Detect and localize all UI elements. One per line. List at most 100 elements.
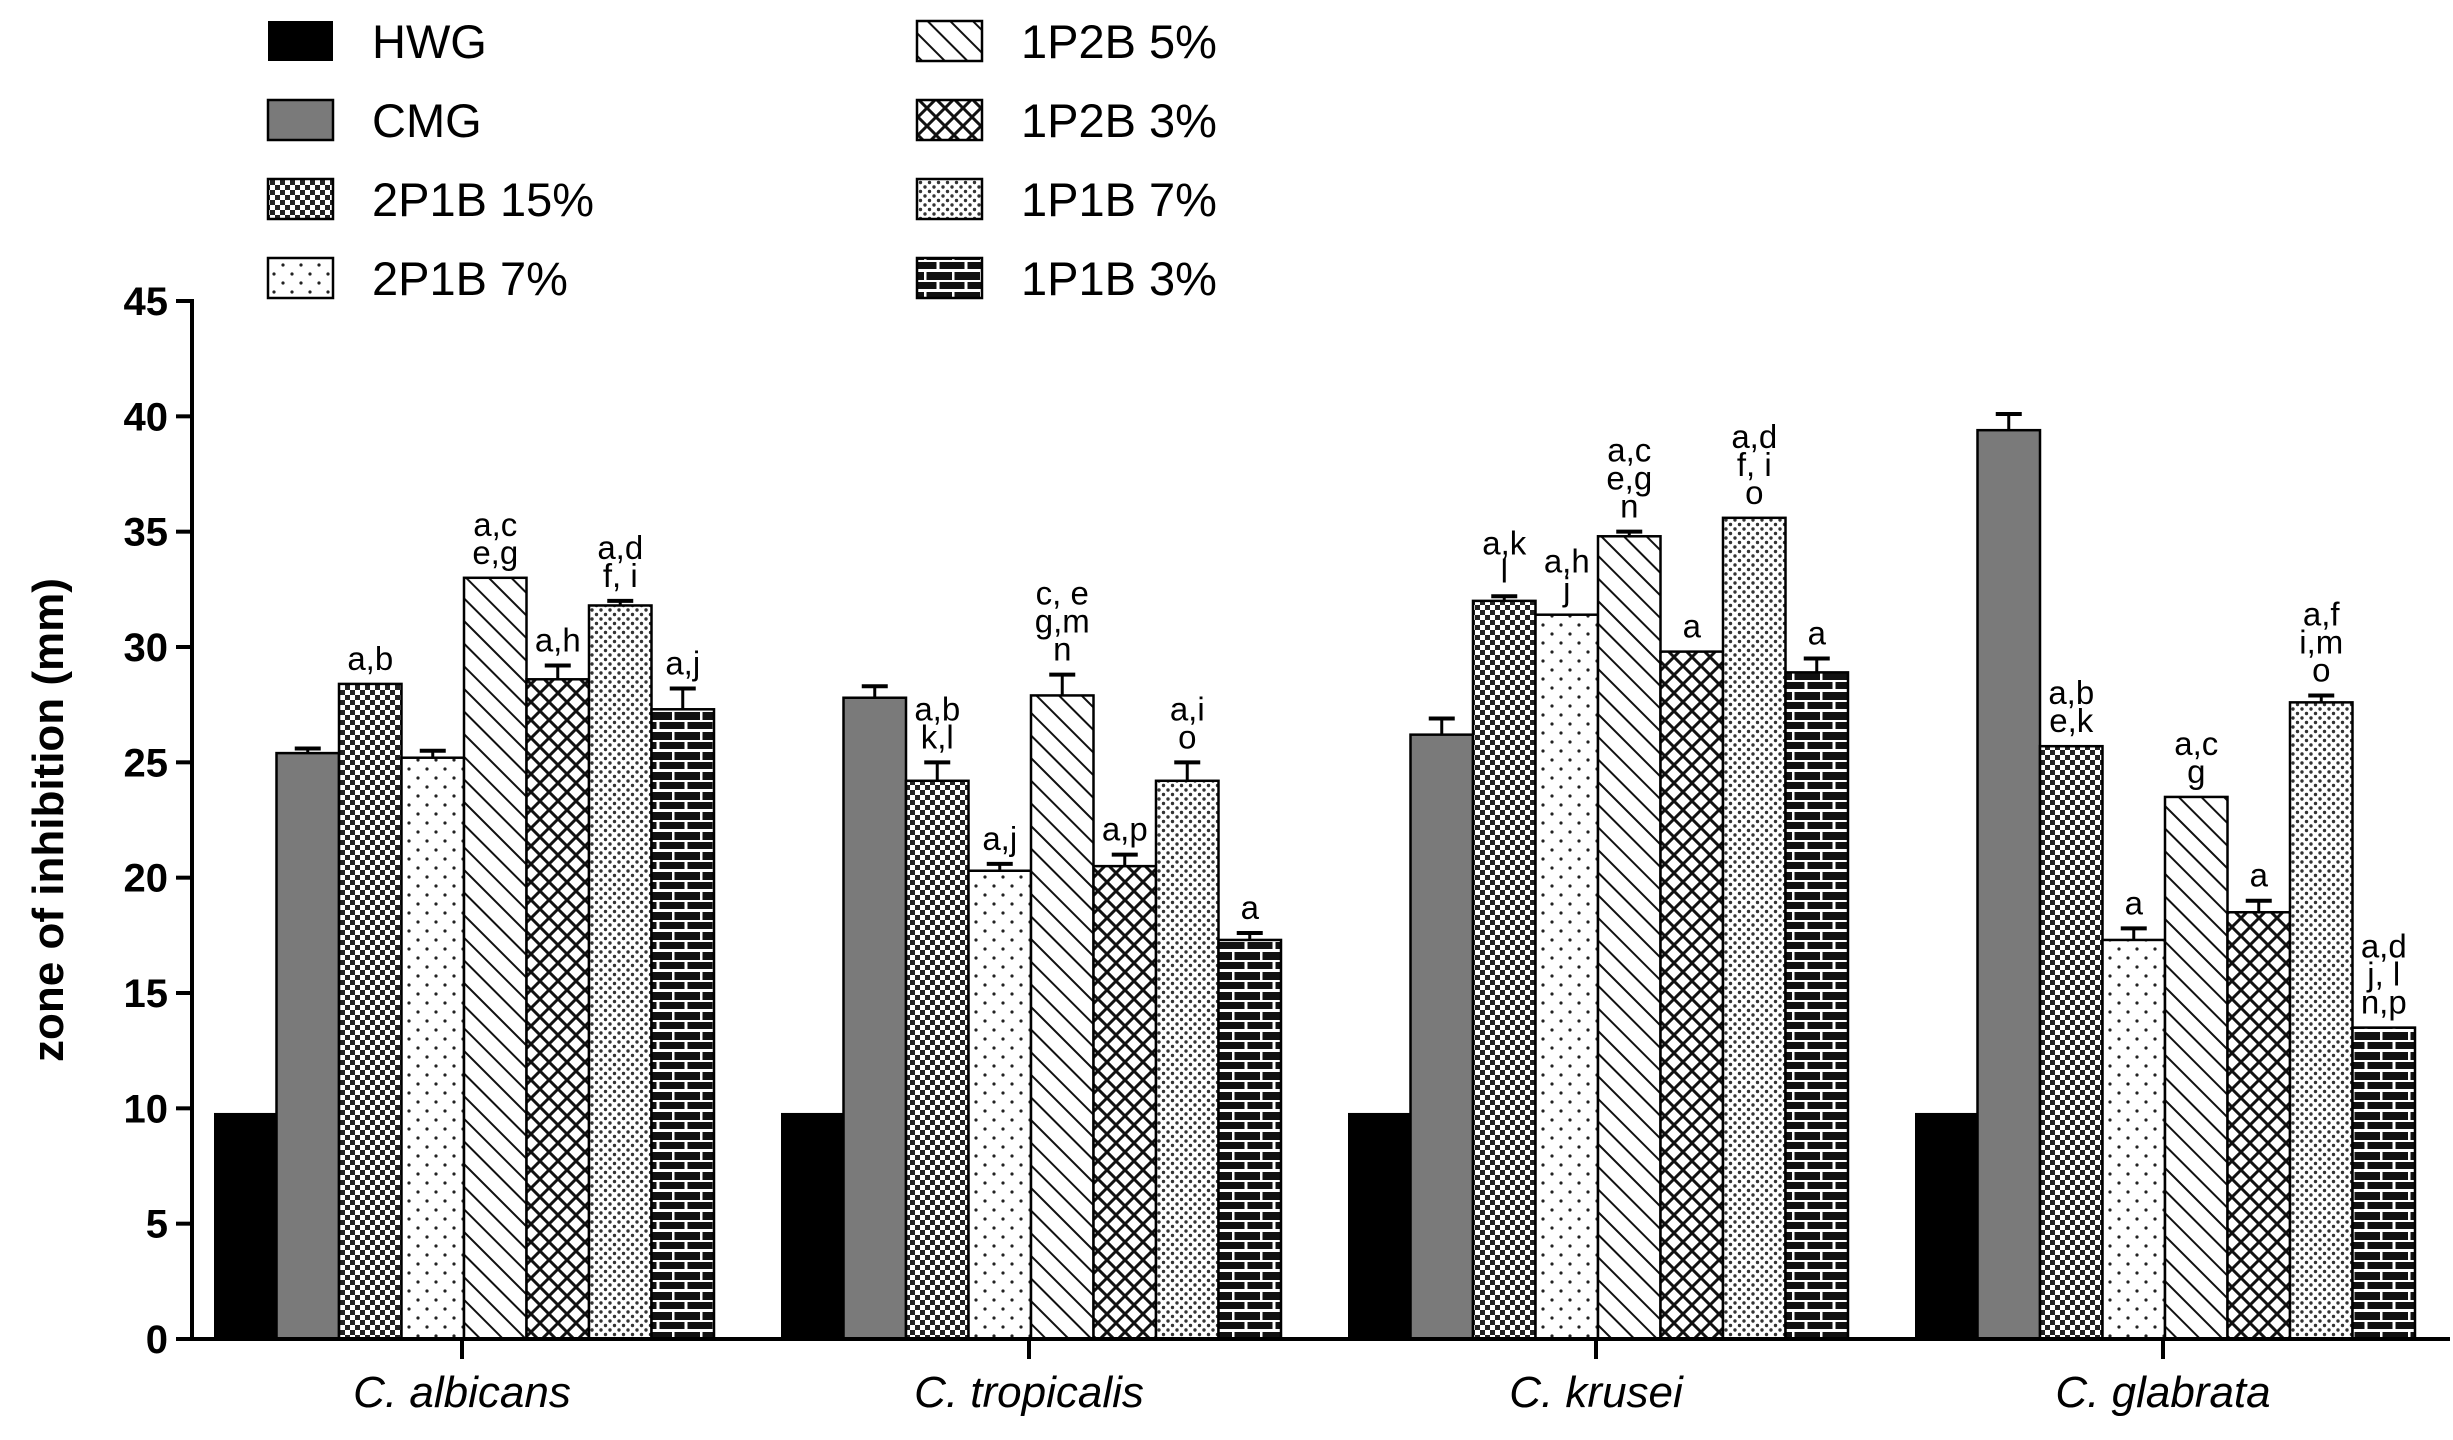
significance-label: a,d [597, 529, 643, 566]
bar-hwg-4 [1915, 1112, 1978, 1339]
bar-1p2b-5-3 [1596, 535, 1662, 1341]
significance-label: n,p [2361, 984, 2407, 1021]
significance-label: a,h [1544, 543, 1590, 580]
bar-1p2b-3-1 [525, 678, 591, 1341]
bar-1p2b-3-3 [1659, 650, 1725, 1341]
bar-2p1b-15-1 [337, 682, 403, 1341]
legend-label-2p1b-15: 2P1B 15% [372, 173, 594, 226]
legend-label-hwg: HWG [372, 15, 487, 68]
y-tick-label: 30 [124, 626, 169, 670]
y-axis-title: zone of inhibition (mm) [24, 578, 73, 1062]
bar-1p2b-3-4 [2226, 911, 2292, 1341]
bar-hwg-2 [781, 1112, 844, 1339]
significance-label: k,l [921, 718, 954, 755]
bar-1p2b-3-2 [1092, 864, 1158, 1341]
significance-label: n [1620, 488, 1638, 525]
legend-label-2p1b-7: 2P1B 7% [372, 252, 568, 305]
bar-1p1b-7-3 [1721, 516, 1787, 1341]
legend-label-1p2b-3: 1P2B 3% [1021, 94, 1217, 147]
legend-label-1p1b-3: 1P1B 3% [1021, 252, 1217, 305]
bar-1p2b-5-1 [462, 576, 528, 1341]
legend-swatch-hwg [268, 21, 333, 61]
y-tick-label: 15 [124, 972, 169, 1016]
y-tick-label: 5 [146, 1203, 168, 1247]
bar-1p1b-3-3 [1784, 671, 1850, 1341]
legend-label-1p2b-5: 1P2B 5% [1021, 15, 1217, 68]
legend-swatch-2p1b-15 [266, 177, 335, 221]
legend-label-cmg: CMG [372, 94, 482, 147]
significance-label: e,g [472, 534, 518, 571]
legend-swatch-cmg [266, 98, 335, 142]
y-tick-label: 0 [146, 1318, 168, 1362]
bar-1p2b-5-2 [1029, 694, 1095, 1341]
bar-1p1b-7-1 [587, 604, 653, 1341]
bar-cmg-3 [1409, 733, 1475, 1341]
significance-label: a,c [2174, 725, 2218, 762]
legend-swatch-1p1b-7 [915, 177, 984, 221]
legend-label-1p1b-7: 1P1B 7% [1021, 173, 1217, 226]
bar-1p1b-3-1 [650, 708, 716, 1341]
significance-label: a,b [2048, 674, 2094, 711]
significance-label: a [2250, 857, 2269, 894]
significance-label: f, i [1737, 446, 1772, 483]
significance-label: a,d [2361, 928, 2407, 965]
significance-label: a,f [2303, 595, 2341, 632]
y-tick-label: 35 [124, 511, 169, 555]
bar-2p1b-7-2 [967, 869, 1033, 1341]
bar-2p1b-7-1 [400, 756, 466, 1341]
bar-hwg-1 [214, 1112, 277, 1339]
bar-2p1b-15-3 [1471, 599, 1537, 1341]
significance-label: o [2312, 651, 2330, 688]
bar-cmg-4 [1976, 428, 2042, 1341]
significance-label: o [1745, 474, 1763, 511]
significance-label: a,i [1170, 690, 1205, 727]
axes: 0 5 10 15 20 25 30 35 40 45 C. albicans C. tropical… [24, 280, 2450, 1417]
legend-swatch-1p1b-3 [915, 256, 984, 300]
significance-label: c, e [1036, 575, 1089, 612]
significance-label: a,k [1482, 524, 1527, 561]
significance-label: a,j [982, 820, 1017, 857]
significance-label: l [1501, 552, 1508, 589]
significance-label: e,k [2049, 702, 2094, 739]
significance-label: a [1241, 889, 1260, 926]
significance-label: o [1178, 718, 1196, 755]
y-tick-label: 20 [124, 857, 169, 901]
legend-swatch-2p1b-7 [266, 256, 335, 300]
significance-label: a [1808, 615, 1827, 652]
significance-label: a,c [1607, 432, 1651, 469]
significance-label: a,b [914, 690, 960, 727]
bar-hwg-3 [1348, 1112, 1411, 1339]
significance-label: a,b [347, 640, 393, 677]
x-category-label: C. krusei [1509, 1368, 1684, 1417]
significance-label: a,c [473, 506, 517, 543]
x-category-label: C. glabrata [2055, 1368, 2270, 1417]
bar-2p1b-7-3 [1534, 613, 1600, 1341]
significance-label: a,j [665, 645, 700, 682]
significance-label: f, i [603, 557, 638, 594]
x-category-label: C. albicans [353, 1368, 571, 1417]
bar-1p1b-7-2 [1154, 779, 1220, 1341]
bar-1p2b-5-4 [2163, 795, 2229, 1341]
significance-label: g [2187, 753, 2205, 790]
bar-cmg-1 [275, 751, 341, 1341]
bar-1p1b-7-4 [2288, 701, 2354, 1341]
significance-label: g,m [1035, 603, 1090, 640]
bar-2p1b-15-4 [2038, 744, 2104, 1341]
legend-swatch-1p2b-3 [915, 98, 984, 142]
y-tick-label: 25 [124, 741, 169, 785]
significance-label: j [1562, 571, 1570, 608]
significance-label: j, l [2366, 956, 2400, 993]
x-category-label: C. tropicalis [914, 1368, 1144, 1417]
bar-cmg-2 [842, 696, 908, 1341]
bar-2p1b-7-4 [2101, 938, 2167, 1341]
bar-1p1b-3-4 [2351, 1026, 2417, 1341]
significance-label: e,g [1606, 460, 1652, 497]
significance-label: a [1683, 608, 1702, 645]
y-tick-label: 45 [124, 280, 169, 324]
bar-1p1b-3-2 [1217, 938, 1283, 1341]
significance-label: a,h [535, 621, 581, 658]
significance-label: a,p [1102, 811, 1148, 848]
significance-label: n [1053, 631, 1071, 668]
